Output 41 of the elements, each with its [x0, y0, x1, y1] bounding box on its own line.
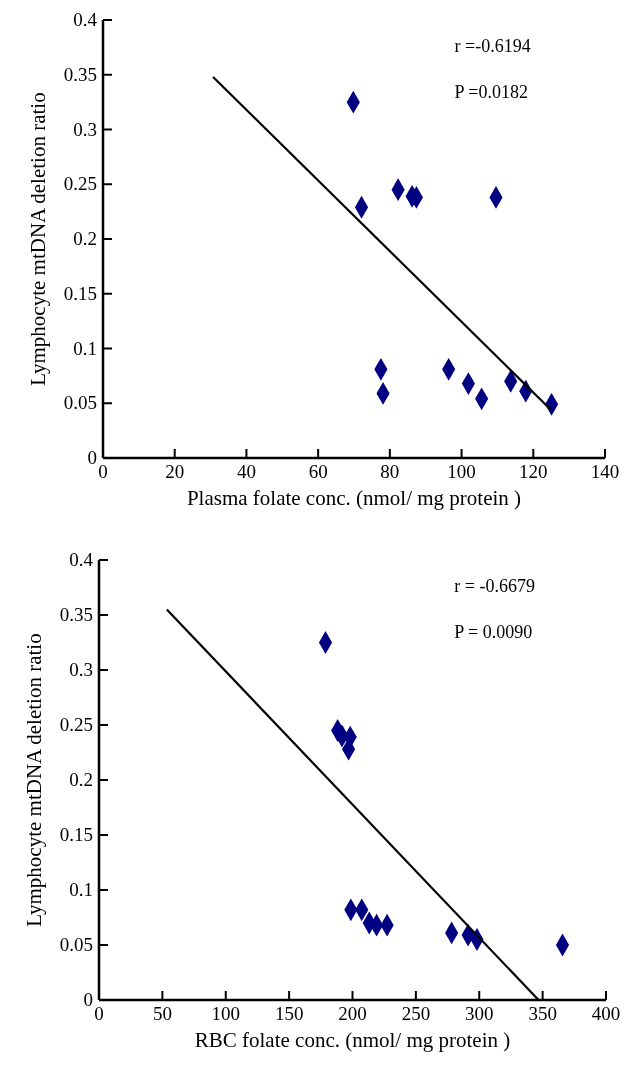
y-tick-label: 0.2 — [69, 769, 93, 790]
y-axis-title: Lymphocyte mtDNA deletion ratio — [22, 633, 46, 927]
x-tick-label: 120 — [519, 461, 548, 482]
x-tick-label: 100 — [447, 461, 476, 482]
x-tick-label: 140 — [590, 461, 620, 482]
x-tick-label: 250 — [401, 1003, 431, 1024]
y-tick-label: 0.15 — [59, 824, 93, 845]
x-tick-label: 20 — [165, 461, 185, 482]
y-tick-label: 0 — [87, 447, 97, 468]
y-tick-label: 0.35 — [63, 63, 97, 85]
y-tick-label: 0.4 — [73, 9, 98, 30]
x-tick-label: 400 — [591, 1003, 621, 1024]
y-tick-label: 0.25 — [59, 714, 93, 735]
x-tick-label: 150 — [274, 1003, 304, 1024]
y-tick-label: 0.2 — [73, 228, 97, 249]
y-tick-label: 0.4 — [69, 549, 94, 570]
x-tick-label: 350 — [528, 1003, 557, 1024]
x-tick-label: 80 — [380, 461, 400, 482]
y-tick-label: 0.15 — [63, 282, 97, 304]
y-tick-label: 0.3 — [73, 118, 97, 140]
annotation: r =-0.6194 — [454, 36, 531, 56]
y-tick-label: 0.3 — [69, 659, 93, 680]
annotation: r = -0.6679 — [454, 576, 535, 596]
annotation: P = 0.0090 — [454, 622, 533, 642]
x-axis-title: RBC folate conc. (nmol/ mg protein ) — [194, 1028, 511, 1052]
x-tick-label: 200 — [338, 1003, 367, 1024]
x-axis-title: Plasma folate conc. (nmol/ mg protein ) — [186, 486, 522, 510]
y-tick-label: 0 — [83, 989, 93, 1010]
x-tick-label: 300 — [465, 1003, 494, 1024]
y-tick-label: 0.05 — [63, 392, 97, 414]
x-tick-label: 40 — [236, 461, 256, 482]
x-tick-label: 100 — [211, 1003, 240, 1024]
y-tick-label: 0.25 — [63, 173, 97, 195]
y-tick-label: 0.1 — [73, 337, 97, 359]
y-axis-title: Lymphocyte mtDNA deletion ratio — [26, 92, 50, 386]
x-tick-label: 50 — [152, 1003, 172, 1024]
x-tick-label: 60 — [308, 461, 328, 482]
y-tick-label: 0.35 — [59, 604, 93, 625]
y-tick-label: 0.1 — [69, 879, 93, 900]
y-tick-label: 0.05 — [59, 934, 93, 955]
annotation: P =0.0182 — [454, 82, 528, 102]
